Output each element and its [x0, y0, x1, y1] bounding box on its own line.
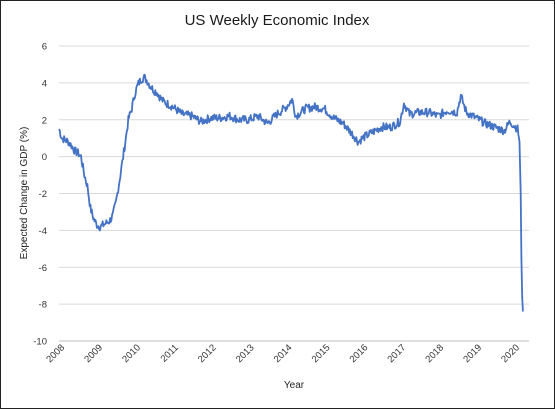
y-tick-label: -4	[39, 226, 47, 237]
series-line	[58, 73, 524, 312]
y-tick-label: -10	[33, 337, 47, 348]
x-tick-label: 2008	[44, 342, 67, 365]
x-tick-label: 2012	[196, 342, 219, 365]
gridlines	[59, 45, 529, 342]
chart-title: US Weekly Economic Index	[185, 12, 370, 29]
x-tick-label: 2011	[159, 342, 181, 364]
y-tick-label: 4	[42, 78, 47, 89]
y-axis-label: Expected Change in GDP (%)	[19, 127, 30, 260]
x-tick-label: 2016	[348, 342, 371, 365]
x-tick-label: 2018	[423, 342, 446, 365]
y-tick-label: 0	[42, 152, 47, 163]
y-tick-label: -8	[39, 300, 47, 311]
y-tick-label: -2	[39, 189, 47, 200]
x-tick-label: 2013	[234, 342, 257, 365]
x-axis-ticks: 2008 2009 2010 2011 2012 2013 2014 2015 2016 2017…	[44, 342, 522, 365]
x-tick-label: 2017	[386, 342, 409, 365]
y-axis-ticks: 6 4 2 0 -2 -4 -6 -8 -10	[33, 42, 47, 348]
x-tick-label: 2015	[310, 342, 333, 365]
x-tick-label: 2019	[461, 342, 484, 365]
x-tick-label: 2009	[82, 342, 105, 365]
x-tick-label: 2014	[272, 342, 295, 365]
y-tick-label: -6	[39, 263, 47, 274]
y-tick-label: 2	[42, 115, 47, 126]
y-tick-label: 6	[42, 42, 47, 53]
x-tick-label: 2010	[120, 342, 143, 365]
x-tick-label: 2020	[499, 342, 522, 365]
x-axis-label: Year	[284, 380, 305, 391]
